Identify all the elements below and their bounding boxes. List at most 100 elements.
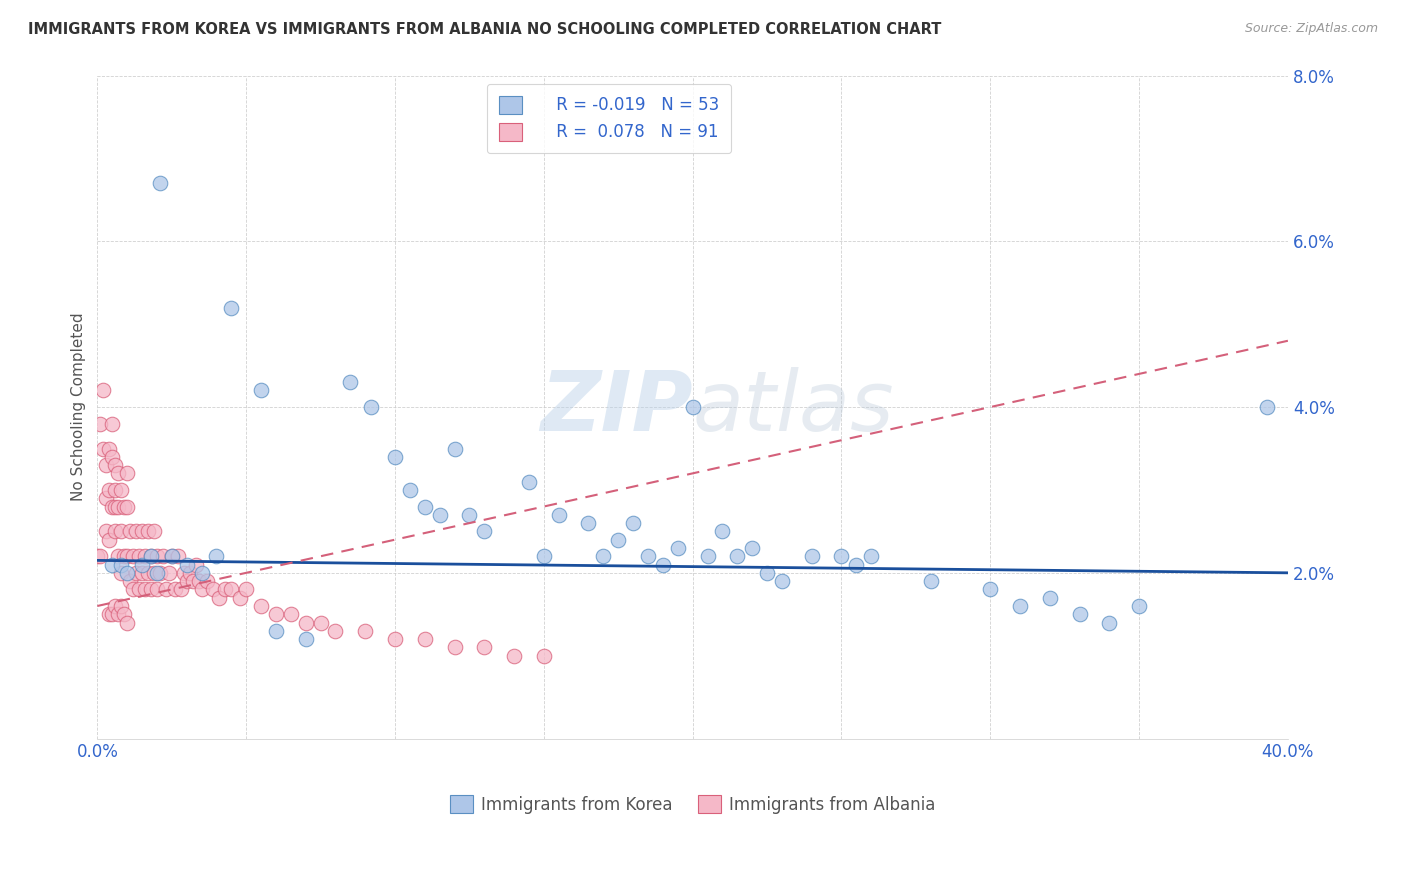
Y-axis label: No Schooling Completed: No Schooling Completed	[72, 313, 86, 501]
Point	[250, 384, 273, 398]
Point	[621, 516, 644, 530]
Point	[920, 574, 942, 588]
Legend: Immigrants from Korea, Immigrants from Albania: Immigrants from Korea, Immigrants from A…	[441, 787, 943, 822]
Point	[208, 591, 231, 605]
Point	[110, 483, 132, 497]
Point	[112, 549, 135, 564]
Point	[339, 375, 361, 389]
Point	[104, 524, 127, 539]
Point	[830, 549, 852, 564]
Point	[107, 467, 129, 481]
Point	[741, 541, 763, 555]
Point	[637, 549, 659, 564]
Point	[756, 566, 779, 580]
Point	[86, 549, 108, 564]
Point	[136, 566, 159, 580]
Point	[104, 500, 127, 514]
Point	[120, 524, 142, 539]
Point	[134, 582, 156, 597]
Point	[107, 500, 129, 514]
Point	[1098, 615, 1121, 630]
Point	[413, 632, 436, 647]
Point	[696, 549, 718, 564]
Point	[110, 599, 132, 613]
Point	[122, 582, 145, 597]
Point	[399, 483, 422, 497]
Point	[651, 558, 673, 572]
Point	[91, 384, 114, 398]
Point	[384, 450, 406, 464]
Point	[547, 508, 569, 522]
Point	[98, 607, 121, 622]
Point	[89, 417, 111, 431]
Point	[149, 176, 172, 190]
Point	[1256, 400, 1278, 414]
Point	[149, 566, 172, 580]
Point	[125, 566, 148, 580]
Point	[170, 582, 193, 597]
Point	[104, 483, 127, 497]
Point	[325, 624, 347, 638]
Point	[205, 549, 228, 564]
Point	[725, 549, 748, 564]
Point	[443, 640, 465, 655]
Point	[98, 483, 121, 497]
Point	[101, 450, 124, 464]
Point	[115, 467, 138, 481]
Point	[264, 624, 287, 638]
Point	[517, 475, 540, 489]
Point	[472, 640, 495, 655]
Point	[384, 632, 406, 647]
Point	[115, 615, 138, 630]
Point	[187, 574, 209, 588]
Point	[107, 607, 129, 622]
Text: Source: ZipAtlas.com: Source: ZipAtlas.com	[1244, 22, 1378, 36]
Point	[139, 549, 162, 564]
Point	[104, 458, 127, 472]
Point	[136, 524, 159, 539]
Point	[250, 599, 273, 613]
Point	[112, 607, 135, 622]
Point	[104, 599, 127, 613]
Point	[98, 533, 121, 547]
Point	[578, 516, 600, 530]
Point	[264, 607, 287, 622]
Point	[110, 524, 132, 539]
Point	[115, 566, 138, 580]
Point	[110, 566, 132, 580]
Point	[179, 566, 201, 580]
Text: IMMIGRANTS FROM KOREA VS IMMIGRANTS FROM ALBANIA NO SCHOOLING COMPLETED CORRELAT: IMMIGRANTS FROM KOREA VS IMMIGRANTS FROM…	[28, 22, 942, 37]
Point	[131, 566, 153, 580]
Point	[107, 549, 129, 564]
Point	[1008, 599, 1031, 613]
Point	[458, 508, 481, 522]
Point	[120, 574, 142, 588]
Point	[503, 648, 526, 663]
Point	[429, 508, 451, 522]
Point	[110, 558, 132, 572]
Point	[190, 582, 212, 597]
Point	[96, 491, 118, 506]
Point	[592, 549, 614, 564]
Point	[101, 417, 124, 431]
Point	[142, 566, 165, 580]
Point	[152, 549, 174, 564]
Point	[98, 442, 121, 456]
Point	[860, 549, 883, 564]
Point	[146, 549, 169, 564]
Point	[112, 500, 135, 514]
Point	[101, 558, 124, 572]
Point	[800, 549, 823, 564]
Point	[770, 574, 793, 588]
Point	[176, 574, 198, 588]
Point	[221, 301, 243, 315]
Point	[125, 524, 148, 539]
Point	[96, 458, 118, 472]
Point	[181, 574, 204, 588]
Point	[280, 607, 302, 622]
Point	[214, 582, 236, 597]
Point	[131, 524, 153, 539]
Point	[173, 566, 195, 580]
Point	[89, 549, 111, 564]
Point	[533, 648, 555, 663]
